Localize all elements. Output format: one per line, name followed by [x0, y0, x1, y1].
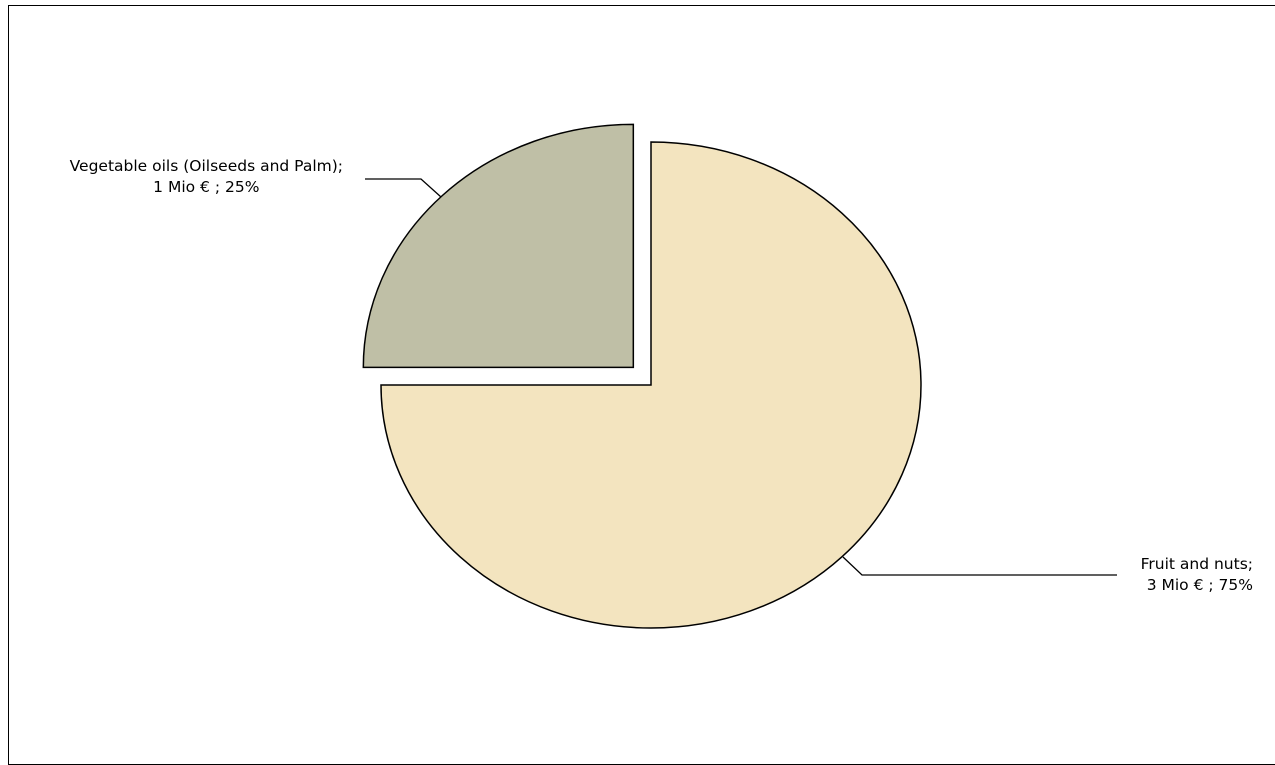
pie-slice-fruit-and-nuts: [380, 141, 922, 629]
data-label-fruit-and-nuts: Fruit and nuts; 3 Mio € ; 75%: [1141, 554, 1253, 596]
data-label-fruit-and-nuts-value: 3 Mio € ; 75%: [1146, 576, 1253, 594]
leader-line-vegetable-oils: [365, 178, 442, 198]
data-label-vegetable-oils-name: Vegetable oils (Oilseeds and Palm);: [69, 157, 343, 175]
data-label-fruit-and-nuts-name: Fruit and nuts;: [1140, 555, 1253, 573]
data-label-vegetable-oils-value: 1 Mio € ; 25%: [153, 178, 260, 196]
data-label-vegetable-oils: Vegetable oils (Oilseeds and Palm); 1 Mi…: [70, 156, 343, 198]
leader-line-fruit-and-nuts: [842, 556, 1117, 576]
pie-slice-vegetable-oils-oilseeds-and-palm: [362, 123, 635, 369]
pie-chart: [362, 123, 1117, 629]
